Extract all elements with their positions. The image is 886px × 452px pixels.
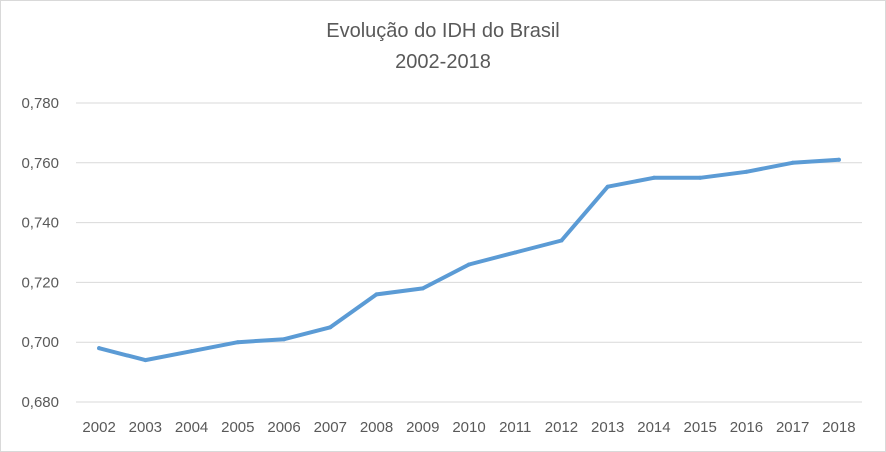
- x-tick-label: 2013: [591, 419, 624, 436]
- data-point: [374, 292, 379, 297]
- x-tick-label: 2007: [314, 419, 347, 436]
- y-tick-label: 0,700: [21, 334, 59, 351]
- x-tick-label: 2009: [406, 419, 439, 436]
- x-tick-label: 2012: [545, 419, 578, 436]
- x-tick-label: 2014: [637, 419, 670, 436]
- x-tick-label: 2015: [683, 419, 716, 436]
- chart-subtitle: 2002-2018: [395, 51, 491, 73]
- data-point: [790, 160, 795, 165]
- y-tick-label: 0,780: [21, 95, 59, 112]
- data-point: [420, 286, 425, 291]
- x-tick-label: 2003: [129, 419, 162, 436]
- series-layer: [97, 157, 841, 363]
- x-tick-label: 2010: [452, 419, 485, 436]
- y-tick-label: 0,760: [21, 155, 59, 172]
- x-tick-label: 2002: [82, 419, 115, 436]
- data-point: [143, 358, 148, 363]
- data-point: [513, 250, 518, 255]
- data-point: [744, 169, 749, 174]
- x-axis-tick-labels: 2002 2003 2004 2005 2006 2007 2008 2009 2010 2011…: [82, 419, 855, 436]
- chart-title: Evolução do IDH do Brasil: [326, 20, 560, 42]
- x-tick-label: 2004: [175, 419, 208, 436]
- data-point: [836, 157, 841, 162]
- data-point: [467, 262, 471, 267]
- chart-title-block: Evolução do IDH do Brasil 2002-2018: [0, 16, 886, 78]
- x-tick-label: 2005: [221, 419, 254, 436]
- y-tick-label: 0,720: [21, 274, 59, 291]
- gridlines: [76, 102, 862, 403]
- x-tick-label: 2018: [822, 419, 855, 436]
- y-tick-label: 0,680: [21, 394, 59, 411]
- y-tick-label: 0,740: [21, 215, 59, 232]
- data-point: [651, 175, 656, 180]
- x-tick-label: 2016: [730, 419, 763, 436]
- x-tick-label: 2011: [499, 419, 531, 436]
- x-tick-label: 2008: [360, 419, 393, 436]
- series-line: [97, 157, 841, 363]
- data-point: [328, 325, 333, 330]
- data-point: [282, 337, 287, 342]
- data-point: [189, 349, 194, 354]
- data-points: [97, 157, 841, 363]
- x-tick-label: 2006: [267, 419, 300, 436]
- data-point: [235, 340, 240, 345]
- data-point: [97, 346, 102, 351]
- data-point: [698, 175, 703, 180]
- data-point: [559, 238, 564, 243]
- x-tick-label: 2017: [776, 419, 809, 436]
- y-axis-tick-labels: 0,680 0,700 0,720 0,740 0,760 0,780: [21, 95, 59, 411]
- data-point: [605, 184, 610, 189]
